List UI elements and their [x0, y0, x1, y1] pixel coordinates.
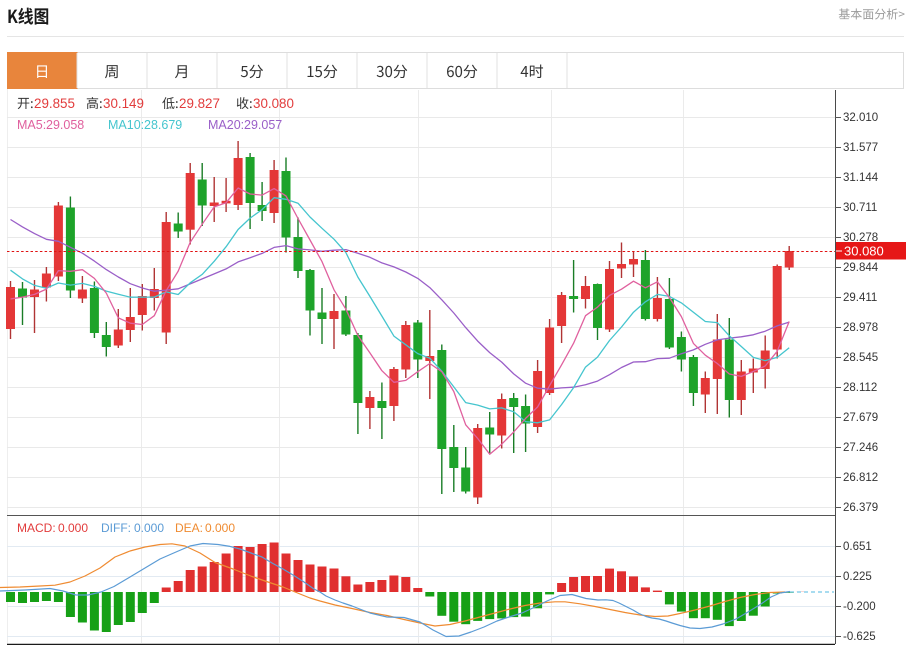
svg-text:32.010: 32.010 [843, 112, 878, 124]
svg-text:30.711: 30.711 [843, 202, 877, 214]
svg-text:29.844: 29.844 [843, 262, 879, 274]
svg-text:0.225: 0.225 [843, 571, 872, 583]
svg-text:29.411: 29.411 [843, 292, 877, 304]
svg-text:27.246: 27.246 [843, 442, 878, 454]
svg-text:26.379: 26.379 [843, 502, 878, 514]
svg-text:26.812: 26.812 [843, 472, 878, 484]
svg-text:28.978: 28.978 [843, 322, 878, 334]
svg-text:-0.200: -0.200 [843, 601, 876, 613]
svg-text:28.545: 28.545 [843, 352, 878, 364]
svg-text:31.577: 31.577 [843, 142, 878, 154]
svg-text:28.112: 28.112 [843, 382, 877, 394]
svg-text:31.144: 31.144 [843, 172, 879, 184]
svg-text:-0.625: -0.625 [843, 631, 876, 643]
svg-text:30.080: 30.080 [844, 244, 884, 259]
svg-text:27.679: 27.679 [843, 412, 878, 424]
svg-text:0.651: 0.651 [843, 541, 872, 553]
